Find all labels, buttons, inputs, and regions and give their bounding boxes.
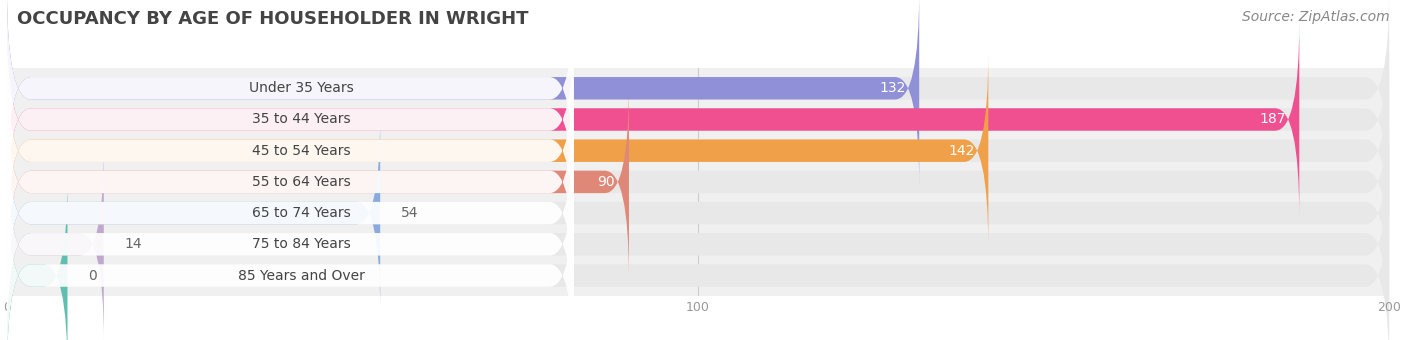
FancyBboxPatch shape bbox=[7, 53, 988, 249]
FancyBboxPatch shape bbox=[7, 0, 574, 186]
Text: 142: 142 bbox=[948, 144, 974, 158]
FancyBboxPatch shape bbox=[7, 53, 574, 249]
Text: 90: 90 bbox=[598, 175, 616, 189]
Text: 85 Years and Over: 85 Years and Over bbox=[238, 269, 366, 283]
Text: 0: 0 bbox=[89, 269, 97, 283]
FancyBboxPatch shape bbox=[7, 84, 1389, 280]
FancyBboxPatch shape bbox=[7, 146, 1389, 340]
FancyBboxPatch shape bbox=[7, 21, 574, 218]
FancyBboxPatch shape bbox=[7, 21, 1389, 218]
FancyBboxPatch shape bbox=[7, 115, 380, 311]
FancyBboxPatch shape bbox=[7, 177, 574, 340]
FancyBboxPatch shape bbox=[7, 0, 920, 186]
Text: 55 to 64 Years: 55 to 64 Years bbox=[252, 175, 352, 189]
Text: 132: 132 bbox=[879, 81, 905, 95]
Text: 75 to 84 Years: 75 to 84 Years bbox=[252, 237, 352, 251]
FancyBboxPatch shape bbox=[7, 53, 1389, 249]
FancyBboxPatch shape bbox=[7, 21, 1299, 218]
Text: 65 to 74 Years: 65 to 74 Years bbox=[252, 206, 352, 220]
Text: Source: ZipAtlas.com: Source: ZipAtlas.com bbox=[1241, 10, 1389, 24]
FancyBboxPatch shape bbox=[7, 146, 574, 340]
FancyBboxPatch shape bbox=[7, 84, 628, 280]
FancyBboxPatch shape bbox=[7, 0, 1389, 186]
FancyBboxPatch shape bbox=[7, 177, 1389, 340]
Text: 14: 14 bbox=[125, 237, 142, 251]
Text: 35 to 44 Years: 35 to 44 Years bbox=[253, 113, 352, 126]
FancyBboxPatch shape bbox=[7, 146, 104, 340]
Text: 45 to 54 Years: 45 to 54 Years bbox=[253, 144, 352, 158]
Text: Under 35 Years: Under 35 Years bbox=[249, 81, 354, 95]
FancyBboxPatch shape bbox=[7, 115, 1389, 311]
FancyBboxPatch shape bbox=[7, 115, 574, 311]
Text: OCCUPANCY BY AGE OF HOUSEHOLDER IN WRIGHT: OCCUPANCY BY AGE OF HOUSEHOLDER IN WRIGH… bbox=[17, 10, 529, 28]
Text: 54: 54 bbox=[401, 206, 419, 220]
Text: 187: 187 bbox=[1258, 113, 1285, 126]
FancyBboxPatch shape bbox=[7, 84, 574, 280]
FancyBboxPatch shape bbox=[7, 177, 67, 340]
